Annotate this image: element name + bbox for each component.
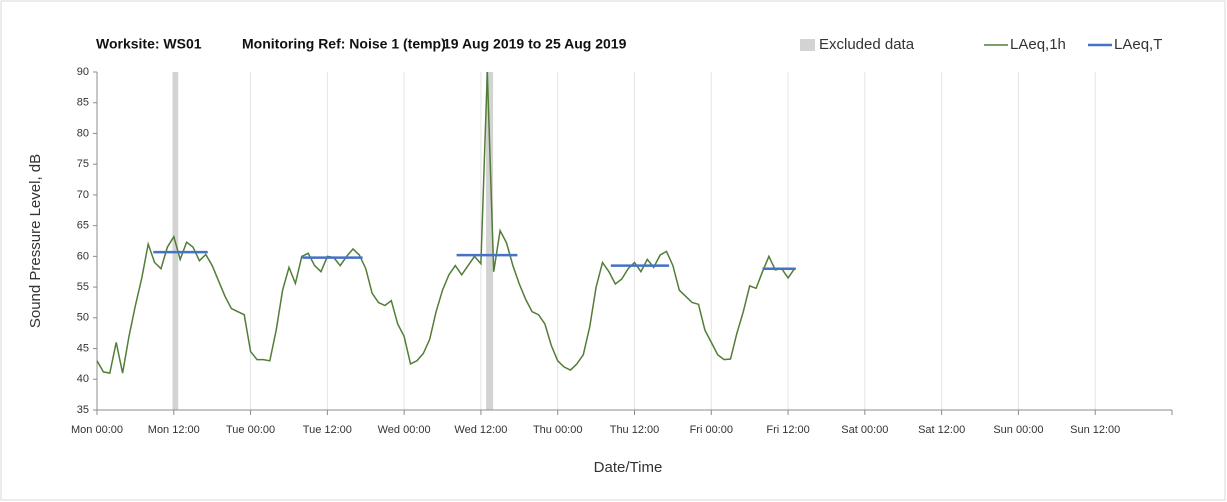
y-tick-label: 65 — [77, 220, 89, 232]
x-tick-label: Sat 00:00 — [841, 424, 888, 436]
title-ref: Monitoring Ref: Noise 1 (temp) — [242, 36, 446, 52]
line-series — [153, 250, 796, 270]
y-tick-label: 50 — [77, 312, 89, 324]
x-tick-label: Sat 12:00 — [918, 424, 965, 436]
legend-swatch — [800, 39, 815, 51]
x-tick-label: Sun 12:00 — [1070, 424, 1120, 436]
legend-label: Excluded data — [819, 36, 915, 53]
y-axis-label: Sound Pressure Level, dB — [27, 154, 44, 328]
y-tick-label: 55 — [77, 281, 89, 293]
x-tick-label: Tue 00:00 — [226, 424, 275, 436]
y-tick-label: 90 — [77, 66, 89, 78]
x-tick-label: Fri 00:00 — [690, 424, 733, 436]
y-tick-label: 35 — [77, 404, 89, 416]
legend-label: LAeq,T — [1114, 36, 1162, 53]
x-tick-label: Mon 12:00 — [148, 424, 200, 436]
title-worksite: Worksite: WS01 — [96, 36, 202, 52]
x-tick-label: Thu 12:00 — [610, 424, 660, 436]
y-tick-label: 40 — [77, 373, 89, 385]
y-tick-label: 45 — [77, 342, 89, 354]
x-tick-label: Fri 12:00 — [766, 424, 809, 436]
x-tick-label: Sun 00:00 — [993, 424, 1043, 436]
x-tick-label: Mon 00:00 — [71, 424, 123, 436]
y-tick-label: 60 — [77, 250, 89, 262]
x-tick-label: Thu 00:00 — [533, 424, 583, 436]
x-tick-label: Wed 00:00 — [378, 424, 431, 436]
excluded-band — [486, 72, 494, 410]
x-tick-label: Wed 12:00 — [454, 424, 507, 436]
legend-label: LAeq,1h — [1010, 36, 1066, 53]
line-series — [96, 71, 796, 374]
y-tick-label: 80 — [77, 127, 89, 139]
x-tick-label: Tue 12:00 — [303, 424, 352, 436]
y-tick-label: 70 — [77, 189, 89, 201]
title-dates: 19 Aug 2019 to 25 Aug 2019 — [443, 36, 627, 52]
x-axis-label: Date/Time — [594, 459, 663, 476]
y-tick-label: 75 — [77, 158, 89, 170]
y-tick-label: 85 — [77, 97, 89, 109]
